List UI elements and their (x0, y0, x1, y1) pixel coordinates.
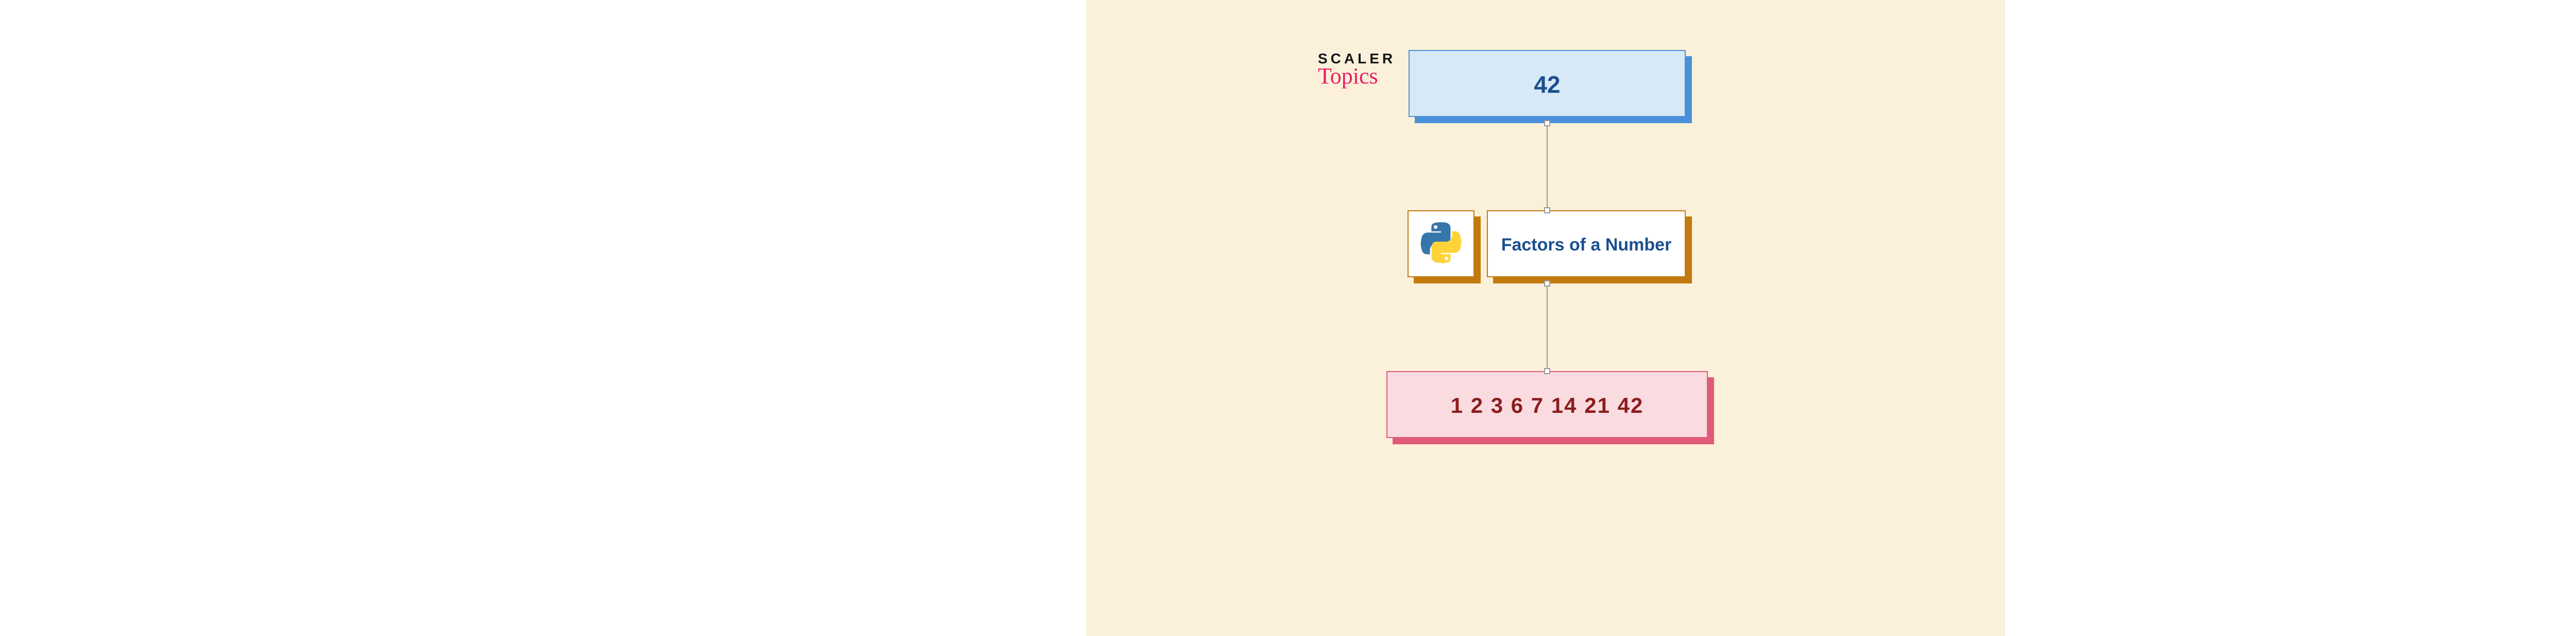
label-text: Factors of a Number (1501, 235, 1672, 255)
python-box (1408, 210, 1475, 277)
input-box: 42 (1409, 50, 1686, 117)
connector-bottom-node-b (1544, 368, 1550, 374)
connector-top-node-a (1544, 120, 1550, 126)
logo-line2: Topics (1318, 65, 1396, 88)
label-box: Factors of a Number (1487, 210, 1686, 277)
diagram-canvas: SCALER Topics 42 Factors of a Number 1 2… (1086, 0, 2005, 636)
connector-top (1547, 123, 1548, 210)
connector-bottom-node-a (1544, 280, 1550, 287)
output-box: 1 2 3 6 7 14 21 42 (1386, 371, 1708, 438)
python-icon (1420, 222, 1462, 266)
connector-top-node-b (1544, 207, 1550, 213)
input-value: 42 (1534, 71, 1560, 98)
scaler-logo: SCALER Topics (1318, 52, 1396, 88)
output-values: 1 2 3 6 7 14 21 42 (1451, 393, 1644, 417)
connector-bottom (1547, 283, 1548, 371)
